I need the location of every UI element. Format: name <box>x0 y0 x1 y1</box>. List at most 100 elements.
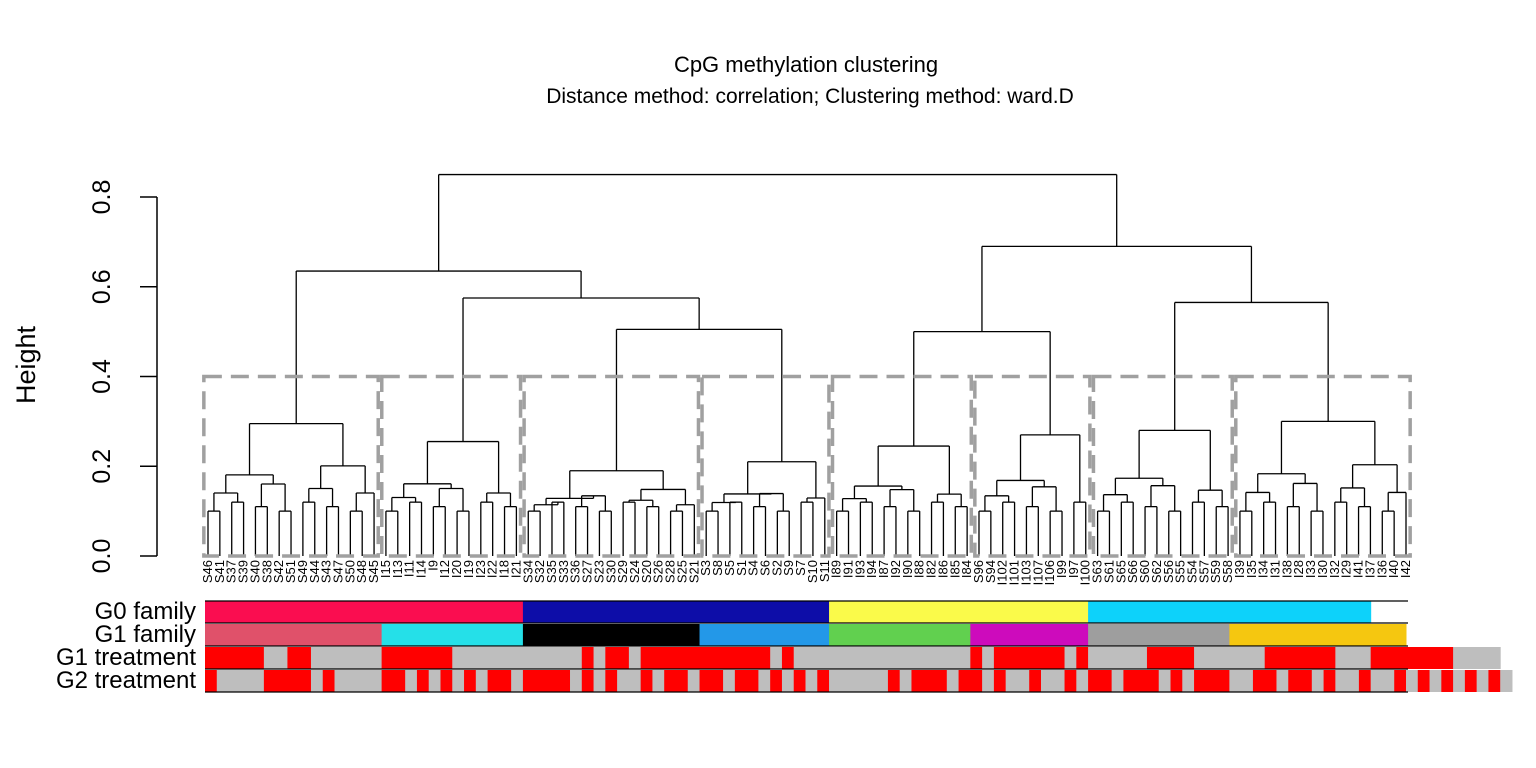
leaf-label: I84 <box>959 560 974 578</box>
track-cell <box>1464 670 1478 692</box>
track-cell <box>405 670 418 692</box>
leaf-label: S5 <box>722 560 737 576</box>
y-tick-label: 0.8 <box>88 180 116 215</box>
leaf-label: S26 <box>651 560 666 583</box>
track-cell <box>1370 670 1383 692</box>
track-cell <box>1394 670 1407 692</box>
track-cell <box>1252 670 1266 692</box>
track-cell <box>393 670 406 692</box>
chart-subtitle: Distance method: correlation; Clustering… <box>546 85 1074 108</box>
track-cell <box>405 647 418 669</box>
track-cell <box>1205 647 1219 669</box>
track-cell <box>746 670 759 692</box>
track-cell <box>699 647 712 669</box>
track-cell <box>1476 670 1489 692</box>
leaf-label: S49 <box>295 560 310 583</box>
leaf-label: S66 <box>1125 560 1140 583</box>
track-cell <box>1347 647 1360 669</box>
track-cell <box>840 670 854 692</box>
leaf-label: I18 <box>497 560 512 578</box>
leaf-label: I92 <box>888 560 903 578</box>
track-cell <box>617 647 630 669</box>
track-cell <box>334 647 347 669</box>
leaf-label: S60 <box>1137 560 1152 583</box>
track-cell <box>1406 647 1419 669</box>
track-cell <box>1453 647 1466 669</box>
track-cell <box>781 670 795 692</box>
track-cell <box>570 670 583 692</box>
track-cell <box>205 647 218 669</box>
leaf-label: I14 <box>414 560 429 578</box>
track-cell <box>1229 670 1242 692</box>
track-cell <box>864 670 877 692</box>
leaf-label: S55 <box>1173 560 1188 583</box>
track-cell <box>287 670 300 692</box>
track-cell <box>958 670 971 692</box>
track-cell <box>1464 647 1478 669</box>
leaf-label: S33 <box>556 560 571 583</box>
track-cell <box>487 647 500 669</box>
leaf-label: I106 <box>1042 560 1057 585</box>
leaf-label: S20 <box>639 560 654 583</box>
leaf-label: S8 <box>710 560 725 576</box>
track-cell <box>664 670 677 692</box>
leaf-label: I102 <box>995 560 1010 585</box>
leaf-label: S41 <box>212 560 227 583</box>
track-cell <box>605 670 618 692</box>
track-cell <box>1194 647 1207 669</box>
track-cell <box>275 670 288 692</box>
track-cell <box>993 647 1007 669</box>
track-cell <box>1123 670 1136 692</box>
track-cell <box>829 647 842 669</box>
cluster-cut-box <box>522 374 701 558</box>
track-cell <box>887 670 901 692</box>
track-cell <box>734 670 748 692</box>
track-cell <box>1076 670 1089 692</box>
leaf-label: S21 <box>686 560 701 583</box>
track-cell <box>899 670 912 692</box>
track-cell <box>1358 647 1372 669</box>
leaf-label: S24 <box>627 560 642 583</box>
track-cell <box>1217 670 1230 692</box>
track-cell <box>1288 647 1301 669</box>
track-cell <box>1017 647 1030 669</box>
track-cell <box>876 647 889 669</box>
leaf-label: S34 <box>520 560 535 583</box>
leaf-label: I100 <box>1078 560 1093 585</box>
track-cell <box>711 647 724 669</box>
leaf-label: S37 <box>224 560 239 583</box>
cluster-cut-box <box>1234 374 1412 558</box>
track-cell <box>205 624 383 646</box>
track-cell <box>369 647 383 669</box>
leaf-label: I40 <box>1386 560 1401 578</box>
track-cell <box>322 647 336 669</box>
track-cell <box>829 670 842 692</box>
leaf-label: I93 <box>852 560 867 578</box>
track-cell <box>228 670 241 692</box>
track-cell <box>805 670 818 692</box>
leaf-label: S65 <box>1113 560 1128 583</box>
track-cell <box>1111 670 1124 692</box>
track-cell <box>1241 670 1254 692</box>
track-cell <box>511 670 524 692</box>
cluster-cut-box <box>830 374 974 558</box>
leaf-label: S61 <box>1101 560 1116 583</box>
track-cell <box>499 647 512 669</box>
leaf-label: S25 <box>674 560 689 583</box>
track-cell <box>346 670 359 692</box>
leaf-label: S35 <box>544 560 559 583</box>
track-cell <box>487 670 500 692</box>
track-cell <box>723 647 736 669</box>
track-cell <box>428 647 441 669</box>
track-cell <box>1076 647 1089 669</box>
track-cell <box>852 670 865 692</box>
track-cell <box>640 647 653 669</box>
track-cell <box>499 670 512 692</box>
track-cell <box>310 647 324 669</box>
track-cell <box>1194 670 1207 692</box>
leaf-label: S48 <box>354 560 369 583</box>
y-axis: 0.0 0.2 0.4 0.6 0.8 <box>88 180 158 573</box>
track-cell <box>1382 670 1395 692</box>
leaf-label: S94 <box>983 560 998 583</box>
